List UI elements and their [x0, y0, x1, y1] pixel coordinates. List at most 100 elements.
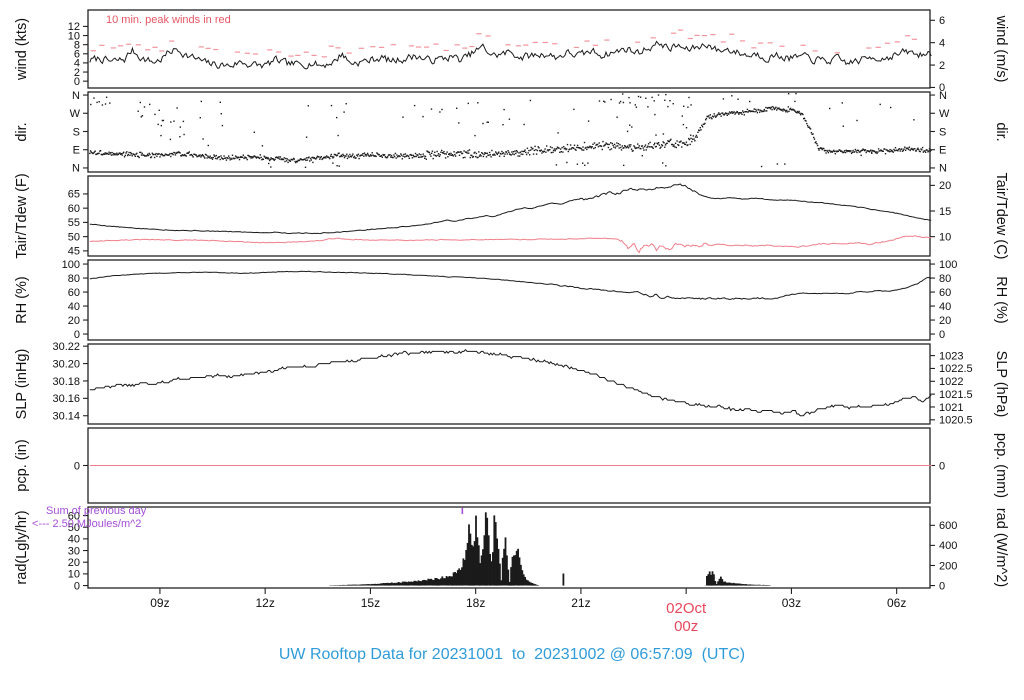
dir-scatter-dot: [339, 155, 342, 158]
dir-scatter-dot: [151, 152, 153, 154]
dir-scatter-dot: [281, 158, 283, 160]
rad-bar: [732, 582, 735, 586]
dir-scatter-dot: [898, 148, 901, 150]
tick-label-right-slp: 1022.5: [939, 363, 973, 375]
rad-bar: [344, 585, 347, 586]
dir-scatter-dot: [755, 108, 757, 111]
dir-scatter-dot: [312, 161, 314, 164]
dir-scatter-dot: [166, 154, 168, 156]
dir-scatter-dot: [282, 158, 284, 161]
dir-scatter-dot: [441, 151, 444, 154]
rad-bar: [728, 582, 731, 586]
dir-scatter-dot: [486, 152, 488, 154]
dir-scatter-dot: [666, 142, 668, 144]
dir-scatter-dot: [283, 157, 285, 159]
dir-scatter-dot: [878, 150, 880, 152]
rad-bar: [389, 582, 392, 586]
dir-scatter-dot: [912, 149, 914, 151]
dir-scatter-dot: [420, 156, 423, 158]
dir-scatter-dot: [309, 157, 312, 160]
dir-scatter-dot: [509, 153, 512, 156]
dir-scatter-dot: [183, 133, 185, 136]
dir-scatter-dot: [518, 152, 520, 154]
dir-scatter-dot: [188, 151, 190, 153]
dir-scatter-dot: [579, 147, 582, 149]
dir-scatter-dot: [179, 136, 181, 138]
dir-scatter-dot: [885, 149, 887, 151]
dir-scatter-dot: [458, 151, 460, 153]
dir-scatter-dot: [543, 150, 546, 152]
dir-scatter-dot: [224, 157, 227, 159]
rad-bar: [729, 582, 732, 586]
rad-bar: [480, 555, 483, 586]
dir-scatter-dot: [277, 157, 279, 159]
dir-scatter-dot: [309, 160, 311, 162]
dir-scatter-dot: [424, 157, 426, 159]
dir-scatter-dot: [410, 154, 413, 157]
rad-bar: [463, 560, 466, 586]
series-dew-point: [89, 235, 932, 254]
dir-scatter-dot: [663, 142, 665, 144]
tick-label-left-wind: 6: [74, 49, 80, 61]
dir-scatter-dot: [253, 131, 255, 133]
dir-scatter-dot: [492, 154, 495, 156]
dir-scatter-dot: [299, 159, 301, 161]
dir-scatter-dot: [229, 159, 231, 161]
dir-scatter-dot: [601, 148, 603, 151]
dir-scatter-dot: [639, 96, 642, 98]
dir-scatter-dot: [914, 150, 917, 152]
dir-scatter-dot: [386, 157, 388, 159]
dir-scatter-dot: [552, 149, 555, 152]
dir-scatter-dot: [344, 155, 346, 157]
dir-scatter-dot: [143, 106, 146, 108]
dir-scatter-dot: [548, 149, 550, 151]
dir-scatter-dot: [762, 110, 764, 112]
dir-scatter-dot: [98, 152, 100, 154]
dir-scatter-dot: [715, 116, 717, 118]
dir-scatter-dot: [304, 158, 306, 160]
rad-bar: [535, 584, 538, 586]
dir-scatter-dot: [624, 145, 627, 148]
dir-scatter-dot: [665, 93, 667, 96]
dir-scatter-dot: [516, 151, 518, 153]
dir-scatter-dot: [681, 115, 683, 117]
panel-border-rh: [87, 259, 931, 341]
dir-scatter-dot: [910, 148, 912, 150]
dir-scatter-dot: [760, 165, 763, 168]
dir-scatter-dot: [523, 123, 525, 126]
tick-label-left-rh: 20: [68, 315, 80, 327]
dir-scatter-dot: [920, 148, 922, 150]
dir-scatter-dot: [160, 154, 162, 156]
rad-bar: [490, 561, 493, 586]
dir-scatter-dot: [662, 133, 665, 135]
dir-scatter-dot: [89, 152, 91, 155]
dir-scatter-dot: [638, 145, 640, 147]
dir-scatter-dot: [668, 140, 671, 143]
dir-scatter-dot: [525, 153, 528, 156]
rad-bar: [417, 580, 420, 586]
rad-bar: [406, 582, 409, 586]
dir-scatter-dot: [782, 108, 785, 110]
dir-scatter-dot: [612, 144, 614, 147]
rad-bar: [452, 572, 455, 586]
dir-scatter-dot: [141, 115, 144, 117]
dir-scatter-dot: [118, 152, 120, 155]
dir-scatter-dot: [469, 156, 471, 159]
dir-scatter-dot: [407, 154, 409, 157]
dir-scatter-dot: [256, 156, 258, 158]
dir-scatter-dot: [788, 110, 790, 112]
dir-scatter-dot: [787, 93, 790, 95]
dir-scatter-dot: [322, 156, 325, 159]
tick-label-left-dir: N: [72, 163, 80, 175]
dir-scatter-dot: [222, 158, 224, 160]
dir-scatter-dot: [175, 152, 177, 155]
dir-scatter-dot: [90, 103, 92, 106]
dir-scatter-dot: [231, 154, 234, 156]
dir-scatter-dot: [851, 151, 853, 153]
dir-scatter-dot: [549, 149, 551, 151]
dir-scatter-dot: [728, 113, 730, 115]
dir-scatter-dot: [563, 148, 566, 150]
dir-scatter-dot: [583, 149, 585, 151]
dir-scatter-dot: [575, 149, 577, 151]
dir-scatter-dot: [865, 151, 867, 154]
